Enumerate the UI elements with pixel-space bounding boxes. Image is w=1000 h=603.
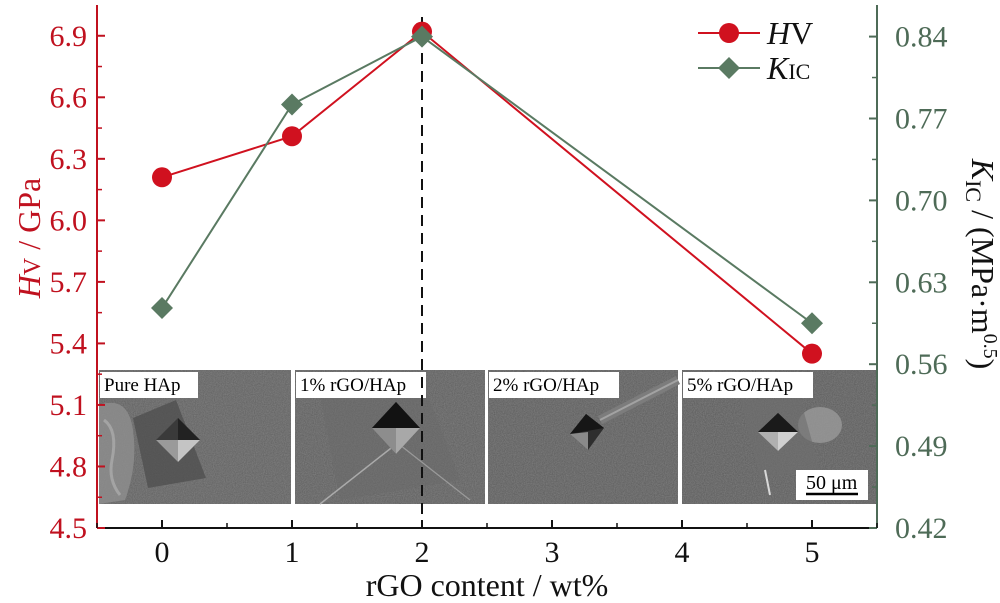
- x-tick-label: 5: [805, 536, 820, 569]
- inset-pure-hap: Pure HAp: [99, 370, 291, 504]
- y-right-tick-label: 0.63: [895, 266, 948, 299]
- x-tick-label: 2: [415, 536, 430, 569]
- series-markers: [151, 21, 823, 364]
- data-point-kic-1: [281, 93, 303, 116]
- y-right-tick-label: 0.77: [895, 102, 948, 135]
- legend-item-hv: HV: [698, 15, 813, 51]
- x-tick-label: 4: [675, 536, 690, 569]
- series-line-kic: [161, 35, 813, 325]
- y-left-tick-label: 4.5: [50, 512, 88, 545]
- data-point-hv-5: [802, 343, 822, 364]
- data-point-kic-5: [801, 312, 823, 335]
- data-point-hv-1: [282, 126, 302, 147]
- inset-5-rgo-hap: 5% rGO/HAp 50 μm: [682, 370, 876, 504]
- y-right-tick-label: 0.70: [895, 184, 948, 217]
- legend-marker-hv: [719, 23, 739, 43]
- legend-label-hv: HV: [766, 15, 813, 51]
- series-line-hv: [161, 30, 813, 355]
- y-left-tick-label: 5.7: [50, 266, 88, 299]
- y-axis-right-title: KIC / (MPa·m0.5): [961, 158, 1000, 370]
- y-axis-left-title: HV / GPa: [11, 178, 47, 299]
- inset-1-rgo-hap: 1% rGO/HAp: [295, 370, 485, 505]
- data-point-hv-0: [152, 167, 172, 188]
- data-point-kic-0: [151, 297, 173, 320]
- inset-2-rgo-hap: 2% rGO/HAp: [488, 370, 681, 504]
- scale-bar-label: 50 μm: [806, 472, 858, 494]
- data-point-kic-2: [411, 25, 433, 48]
- y-right-tick-label: 0.42: [895, 512, 948, 545]
- y-right-tick-label: 0.49: [895, 430, 948, 463]
- series-lines: [161, 30, 813, 355]
- inset-label-5-rgo-hap: 5% rGO/HAp: [687, 375, 793, 396]
- legend-item-kic: KIC: [698, 50, 810, 86]
- inset-label-1-rgo-hap: 1% rGO/HAp: [300, 375, 406, 396]
- sem-insets: Pure HAp 1% rGO/HAp 2% rGO/HAp: [99, 370, 876, 505]
- legend-label-kic: KIC: [766, 50, 810, 86]
- x-tick-label: 3: [545, 536, 560, 569]
- inset-label-2-rgo-hap: 2% rGO/HAp: [493, 375, 599, 396]
- legend-marker-kic: [718, 57, 740, 79]
- axes: 4.5 4.8 5.1 5.4 5.7 6.0 6.3 6.6 6.9 0.42 0.49 0.56 0…: [50, 5, 948, 569]
- y-left-tick-label: 6.6: [50, 81, 88, 114]
- x-tick-label: 1: [285, 536, 300, 569]
- y-right-tick-label: 0.56: [895, 348, 948, 381]
- y-left-tick-label: 4.8: [50, 450, 88, 483]
- x-axis-title: rGO content / wt%: [366, 567, 609, 603]
- y-left-tick-label: 5.4: [50, 327, 88, 360]
- y-left-tick-label: 6.0: [50, 204, 88, 237]
- legend: HV KIC: [698, 15, 813, 86]
- y-right-tick-label: 0.84: [895, 21, 948, 54]
- y-left-tick-label: 6.9: [50, 20, 88, 53]
- x-tick-label: 0: [155, 536, 170, 569]
- inset-label-pure-hap: Pure HAp: [104, 375, 181, 396]
- y-left-tick-label: 6.3: [50, 143, 88, 176]
- y-left-tick-label: 5.1: [50, 389, 88, 422]
